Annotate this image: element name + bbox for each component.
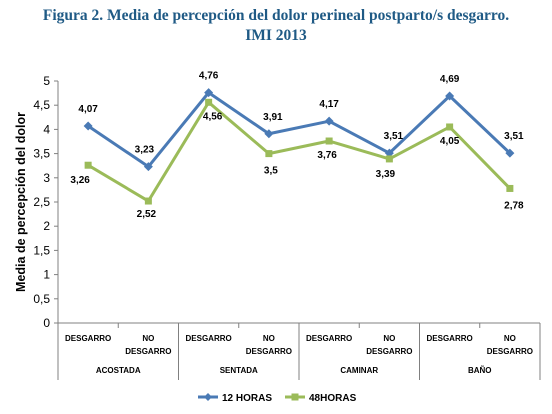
data-point-marker: [384, 148, 394, 158]
y-tick-label: 1: [43, 268, 50, 282]
data-point-marker: [324, 116, 334, 126]
chart-title-line2: IMI 2013: [245, 27, 307, 44]
data-point-marker: [205, 98, 213, 106]
y-tick-label: 3: [43, 171, 50, 185]
y-tick-label: 3,5: [33, 147, 50, 161]
data-point-marker: [385, 155, 393, 163]
chart-title-line1: Figura 2. Media de percepción del dolor …: [42, 7, 510, 24]
x-category-label: NO: [504, 334, 516, 343]
x-group-label: BAÑO: [468, 366, 492, 375]
data-point-marker: [446, 123, 454, 131]
x-group-label: ACOSTADA: [96, 366, 141, 375]
x-category-label-line2: DESGARRO: [125, 347, 171, 356]
x-category-label: NO: [263, 334, 275, 343]
data-point-marker: [265, 150, 273, 158]
series-line-12h: [87, 91, 511, 169]
data-label: 3,91: [263, 112, 283, 123]
data-label: 4,69: [440, 74, 460, 85]
y-tick-label: 5: [43, 74, 50, 88]
x-category-label-line2: DESGARRO: [366, 347, 412, 356]
legend-label: 12 HORAS: [222, 393, 272, 404]
y-tick-label: 2: [43, 219, 50, 233]
x-category-label: DESGARRO: [306, 334, 352, 343]
data-point-marker: [204, 88, 214, 98]
x-category-label: NO: [142, 334, 154, 343]
y-tick-label: 0,5: [33, 292, 50, 306]
data-point-marker: [325, 137, 333, 145]
data-label: 4,76: [199, 71, 219, 82]
data-label: 3,51: [384, 131, 404, 142]
data-point-marker: [445, 91, 455, 101]
y-axis-label: Media de percepción del dolor: [14, 112, 28, 292]
chart-title: Figura 2. Media de percepción del dolor …: [0, 6, 552, 46]
data-label: 3,76: [317, 150, 337, 161]
x-group-label: CAMINAR: [340, 366, 378, 375]
data-point-marker: [84, 161, 92, 169]
data-label: 4,07: [78, 104, 98, 115]
x-category-label: DESGARRO: [427, 334, 473, 343]
legend-swatch-marker: [291, 393, 299, 401]
legend-label: 48HORAS: [309, 393, 357, 404]
y-tick-label: 4: [43, 122, 50, 136]
data-point-marker: [506, 184, 514, 192]
chart-series: [83, 88, 515, 205]
y-tick-label: 2,5: [33, 195, 50, 209]
data-point-marker: [83, 121, 93, 131]
data-label: 3,5: [264, 166, 278, 177]
data-label: 4,05: [440, 136, 460, 147]
series-line-48h: [87, 100, 511, 203]
data-label: 4,56: [203, 111, 223, 122]
data-point-marker: [505, 148, 515, 158]
data-label: 2,78: [504, 200, 524, 211]
y-tick-label: 1,5: [33, 243, 50, 257]
x-category-label-line2: DESGARRO: [487, 347, 533, 356]
data-label: 3,23: [135, 145, 155, 156]
data-label: 3,39: [376, 169, 396, 180]
x-group-label: SENTADA: [220, 366, 258, 375]
x-category-label-line2: DESGARRO: [246, 347, 292, 356]
data-label: 2,52: [137, 209, 157, 220]
data-label: 4,17: [319, 99, 339, 110]
x-category-label: DESGARRO: [186, 334, 232, 343]
data-point-marker: [144, 197, 152, 205]
data-label: 3,51: [504, 131, 524, 142]
data-label: 3,26: [70, 175, 90, 186]
y-tick-label: 4,5: [33, 98, 50, 112]
x-category-label: DESGARRO: [65, 334, 111, 343]
legend-swatch-marker: [204, 393, 212, 401]
chart-legend: 12 HORAS 48HORAS: [198, 393, 357, 404]
chart-data-labels: 4,07 3,23 4,76 3,91 4,17 3,51 4,69 3,51 3,26 2,52…: [70, 71, 524, 220]
data-point-marker: [264, 129, 274, 139]
x-category-label: NO: [383, 334, 395, 343]
data-point-marker: [143, 162, 153, 172]
chart-axes: 0 0,5 1 1,5 2 2,5 3 3,5 4 4,5 5 Media de percepción…: [14, 74, 541, 380]
y-tick-label: 0: [43, 316, 50, 330]
